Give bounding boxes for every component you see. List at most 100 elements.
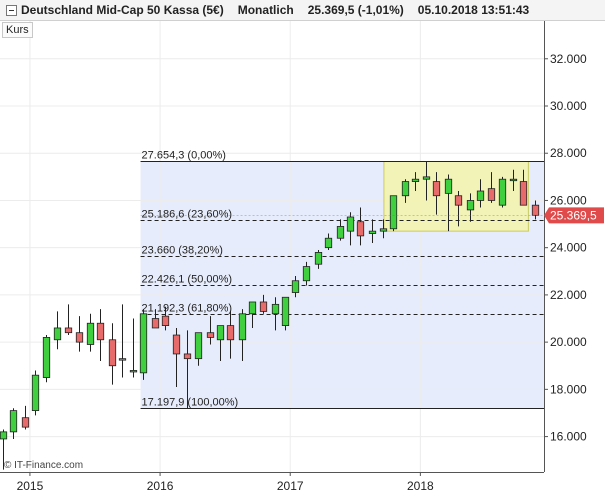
candle-up [139,309,148,380]
candle-body [216,325,225,341]
x-tick-label: 2016 [147,479,174,493]
candle-down [21,405,30,430]
candle-down [356,207,365,246]
timestamp: 05.10.2018 13:51:43 [417,3,530,17]
instrument-name: Deutschland Mid-Cap 50 Kassa (5€) [21,3,224,17]
candle-up [346,212,355,246]
fibonacci-levels: 27.654,3 (0,00%) 25.186,6 (23,60%) 23.660 … [140,150,544,409]
plot-frame [0,21,545,473]
candle-up [324,233,333,251]
x-tick-label: 2018 [407,479,434,493]
candle-body [226,325,235,341]
candle-body [302,266,311,282]
candle-up [129,318,138,378]
last-price: 25.369,5 (-1,01%) [307,3,404,17]
candle-up [401,179,410,203]
candle-up [42,335,51,383]
candle-down [206,316,215,345]
period-label: Monatlich [237,3,294,17]
fib-level-label: 25.186,6 (23,60%) [142,209,233,221]
y-tick-label: 22.000 [550,288,587,302]
fib-level-label: 27.654,3 (0,00%) [142,150,226,162]
y-axis: 16.000 18.000 20.000 22.000 24.000 26.000 28.0… [544,52,587,444]
candle-down [151,309,160,329]
candle-body [248,301,257,315]
candle-body [64,327,73,334]
candle-body [531,204,540,216]
kurs-label[interactable]: Kurs [2,22,33,38]
chart-header: Deutschland Mid-Cap 50 Kassa (5€) Monatl… [0,0,605,21]
candle-up [281,296,290,331]
candle-body [206,332,215,338]
x-axis: 2015 2016 2017 2018 © IT-Finance.com [4,460,434,493]
candle-body [21,417,30,428]
candle-up [31,370,40,416]
candle-up [291,276,300,298]
candle-body [422,176,431,180]
y-tick-label: 24.000 [550,241,587,255]
candle-up [498,176,507,208]
candle-up [248,301,257,328]
y-tick-label: 18.000 [550,382,587,396]
candle-body [86,322,95,345]
candle-body [346,216,355,232]
current-price-tag [544,207,604,224]
candle-down [454,191,463,227]
candle-up [422,161,431,201]
candle-body [498,178,507,206]
collapse-icon[interactable] [6,4,17,16]
candle-body [0,431,8,440]
candle-up [509,169,518,192]
candle-up [476,179,485,208]
candle-body [271,303,280,315]
y-tick-label: 20.000 [550,335,587,349]
candle-body [42,337,51,378]
candle-body [129,370,138,373]
candle-body [466,200,475,211]
candle-body [31,374,40,412]
candle-body [281,296,290,327]
candle-body [411,178,420,182]
candle-body [291,280,300,293]
y-tick-label: 30.000 [550,99,587,113]
candle-body [9,410,18,433]
candle-down [531,200,540,220]
watermark: © IT-Finance.com [4,460,83,471]
candle-down [432,172,441,215]
candle-up [271,297,280,331]
candle-body [401,181,410,197]
candle-up [194,332,203,366]
candle-down [108,323,117,385]
candle-body [259,301,268,312]
candle-body [172,334,181,355]
candle-body [487,188,496,201]
candle-body [161,315,170,327]
candle-down [75,316,84,352]
candle-body [238,313,247,341]
candle-up [411,172,420,192]
candle-body [108,339,117,367]
candle-up [368,219,377,243]
candle-body [96,322,105,341]
candle-down [259,294,268,314]
candle-body [379,228,388,232]
candle-up [302,261,311,286]
candle-down [161,306,170,331]
candle-up [379,219,388,239]
candle-body [454,195,463,206]
candle-down [226,311,235,359]
candles [0,161,540,470]
candle-body [509,178,518,182]
candle-up [336,219,345,241]
candle-body [314,252,323,265]
candle-down [487,172,496,203]
candle-up [444,174,453,232]
x-tick-label: 2017 [277,479,304,493]
candle-up [238,309,247,362]
candle-body [444,178,453,194]
fib-level-label: 17.197,9 (100,00%) [142,397,239,409]
candle-up [86,313,95,352]
candle-up [9,408,18,439]
candle-down [519,169,528,206]
